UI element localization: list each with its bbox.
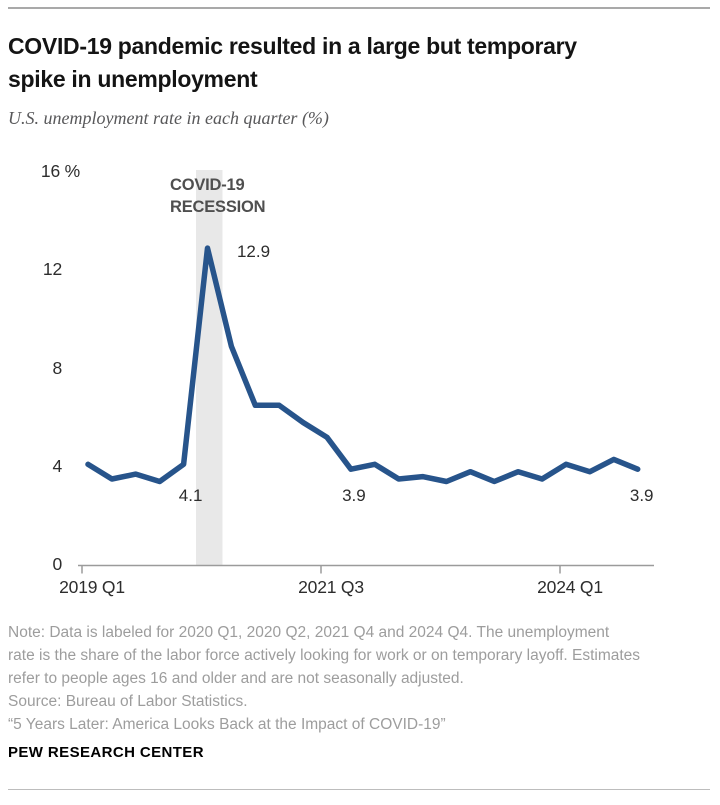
note-line: refer to people ages 16 and older and ar… — [8, 670, 464, 687]
note-line: rate is the share of the labor force act… — [8, 647, 641, 664]
page-title: COVID-19 pandemic resulted in a large bu… — [8, 30, 714, 96]
footnotes: Note: Data is labeled for 2020 Q1, 2020 … — [8, 621, 718, 736]
x-axis-label: 2019 Q1 — [59, 577, 125, 597]
data-label: 3.9 — [342, 486, 366, 506]
chart-subtitle: U.S. unemployment rate in each quarter (… — [8, 108, 329, 128]
title-line-1: COVID-19 pandemic resulted in a large bu… — [8, 33, 577, 59]
pew-research-center-logo-text: PEW RESEARCH CENTER — [8, 744, 204, 761]
data-label: 3.9 — [629, 486, 654, 506]
note-line: Note: Data is labeled for 2020 Q1, 2020 … — [8, 624, 610, 641]
unemployment-rate-line — [85, 245, 641, 485]
x-axis-label: 2021 Q3 — [298, 577, 364, 597]
bottom-divider — [8, 789, 710, 790]
recession-annotation-line: RECESSION — [170, 197, 266, 216]
y-axis-label: 0 — [52, 554, 62, 574]
recession-annotation-line: COVID-19 — [170, 176, 245, 194]
y-axis-label: 4 — [52, 455, 62, 476]
y-axis-label: 12 — [42, 259, 62, 280]
y-axis-label: 16 % — [40, 161, 80, 181]
data-label: 12.9 — [236, 242, 271, 262]
title-line-2: spike in unemployment — [8, 66, 258, 92]
recession-annotation: COVID-19 RECESSION — [170, 175, 266, 218]
recession-band — [196, 170, 223, 566]
source-line: Source: Bureau of Labor Statistics. — [8, 693, 248, 710]
top-divider — [8, 7, 710, 9]
y-axis-label: 8 — [52, 357, 62, 378]
data-label: 4.1 — [178, 486, 203, 506]
report-title-line: “5 Years Later: America Looks Back at th… — [8, 716, 446, 733]
x-axis-label: 2024 Q1 — [537, 577, 603, 597]
